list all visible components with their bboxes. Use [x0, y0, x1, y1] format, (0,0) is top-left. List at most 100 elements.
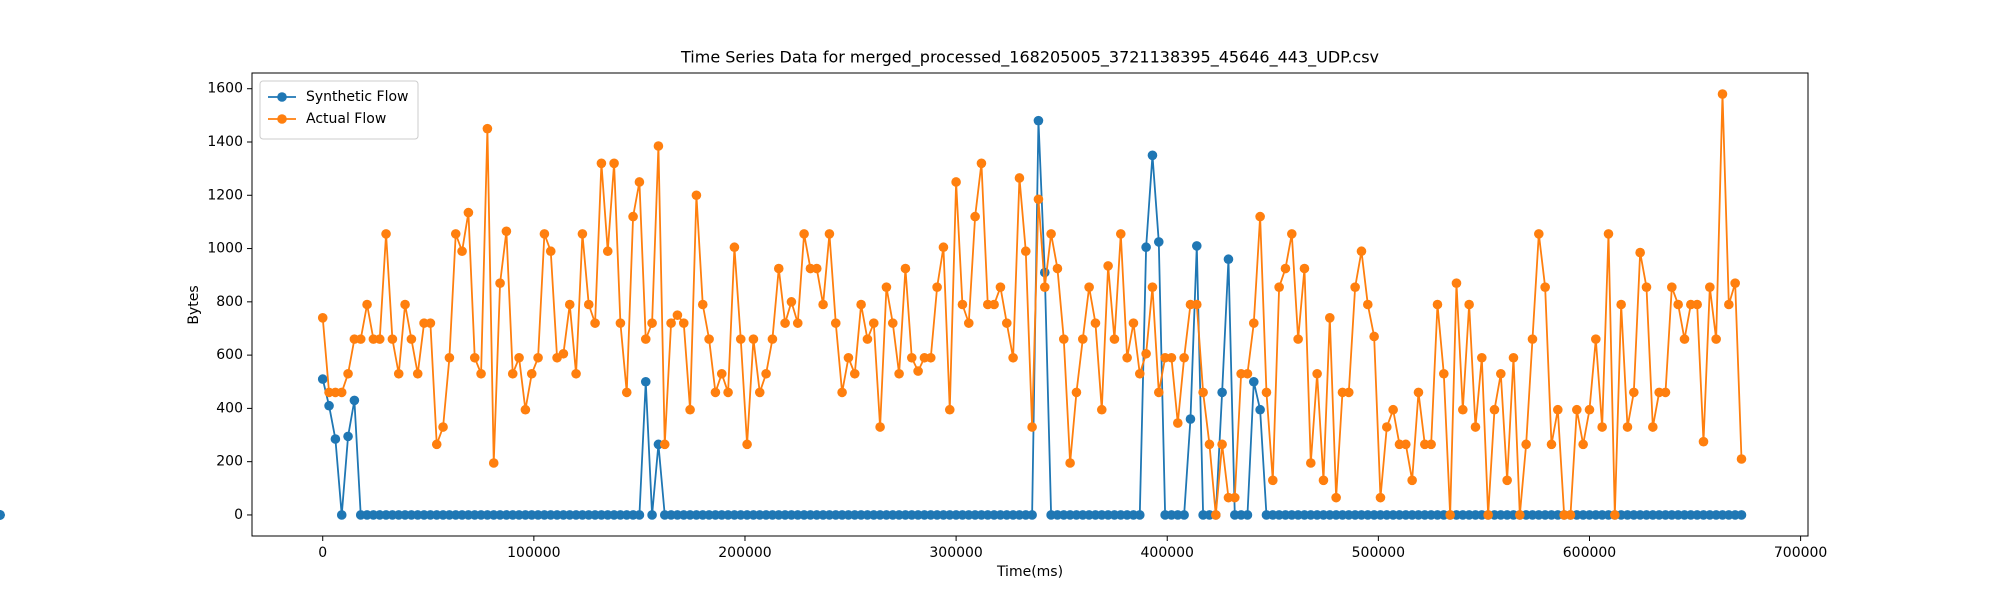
point	[1546, 439, 1557, 450]
point	[1046, 229, 1056, 239]
series-line	[321, 94, 1743, 516]
point	[336, 387, 347, 398]
point	[488, 458, 499, 468]
point	[1597, 422, 1607, 432]
point	[849, 368, 860, 379]
point	[1369, 331, 1379, 342]
point	[1147, 150, 1158, 161]
point	[362, 299, 372, 310]
point	[906, 352, 917, 363]
point	[647, 510, 657, 520]
point	[1724, 299, 1734, 310]
point	[324, 400, 334, 411]
point	[501, 226, 512, 237]
point	[564, 299, 575, 310]
point	[1217, 387, 1227, 398]
point	[602, 246, 613, 257]
y-tick-label: 400	[216, 400, 243, 416]
point	[393, 368, 404, 379]
point	[1572, 404, 1582, 415]
point	[748, 334, 759, 344]
series-line	[321, 120, 1742, 516]
point	[1261, 387, 1272, 398]
point	[1172, 418, 1183, 428]
point	[1141, 348, 1151, 359]
point	[1692, 299, 1702, 310]
legend-marker	[277, 114, 287, 124]
point	[400, 299, 410, 310]
point	[697, 299, 708, 310]
y-tick-label: 200	[216, 454, 243, 470]
point	[1324, 313, 1335, 323]
y-tick-label: 1200	[207, 187, 243, 203]
x-axis-label: Time(ms)	[996, 564, 1063, 580]
point	[1027, 510, 1037, 520]
point	[1223, 254, 1234, 265]
point	[1483, 510, 1493, 520]
point	[1616, 299, 1626, 310]
point	[1286, 229, 1297, 239]
point	[1166, 352, 1177, 363]
point	[938, 242, 949, 253]
point	[634, 177, 645, 187]
point	[1090, 318, 1101, 328]
point	[438, 422, 448, 432]
point	[685, 404, 695, 415]
point	[457, 246, 467, 257]
point	[1350, 282, 1360, 292]
point	[1191, 299, 1202, 310]
point	[476, 368, 486, 379]
point	[495, 278, 505, 288]
point	[976, 158, 987, 169]
point	[330, 434, 341, 444]
x-tick-label: 700000	[1774, 545, 1827, 561]
x-tick-label: 400000	[1141, 545, 1194, 561]
point	[1071, 387, 1082, 398]
point	[1578, 439, 1588, 450]
legend-label: Synthetic Flow	[306, 89, 409, 105]
point	[824, 229, 835, 239]
point	[450, 229, 461, 239]
point	[843, 352, 854, 363]
x-tick-label: 300000	[929, 545, 982, 561]
point	[1141, 242, 1151, 253]
point	[381, 229, 391, 239]
point	[1312, 368, 1322, 379]
point	[647, 318, 657, 328]
point	[1204, 439, 1215, 450]
x-tick-label: 200000	[718, 545, 771, 561]
point	[1217, 439, 1227, 450]
point	[729, 242, 740, 253]
point	[1413, 387, 1424, 398]
point	[387, 334, 398, 344]
point	[1242, 510, 1253, 520]
point	[1147, 282, 1158, 292]
point	[1629, 387, 1639, 398]
point	[1293, 334, 1303, 344]
point	[1584, 404, 1595, 415]
point	[507, 368, 518, 379]
point	[1439, 368, 1449, 379]
legend-box	[259, 80, 419, 140]
point	[799, 229, 809, 239]
point	[539, 229, 550, 239]
point	[970, 211, 980, 222]
point	[1134, 510, 1145, 520]
point	[1344, 387, 1354, 398]
point	[444, 352, 455, 363]
point	[596, 158, 607, 169]
point	[1502, 475, 1512, 486]
point	[1648, 422, 1658, 432]
point	[659, 439, 670, 450]
point	[336, 510, 347, 520]
point	[1065, 458, 1075, 468]
point	[1489, 404, 1500, 415]
point	[792, 318, 803, 328]
point	[1267, 475, 1278, 486]
point	[1388, 404, 1398, 415]
point	[761, 368, 771, 379]
point	[837, 387, 847, 398]
point	[1255, 211, 1265, 222]
